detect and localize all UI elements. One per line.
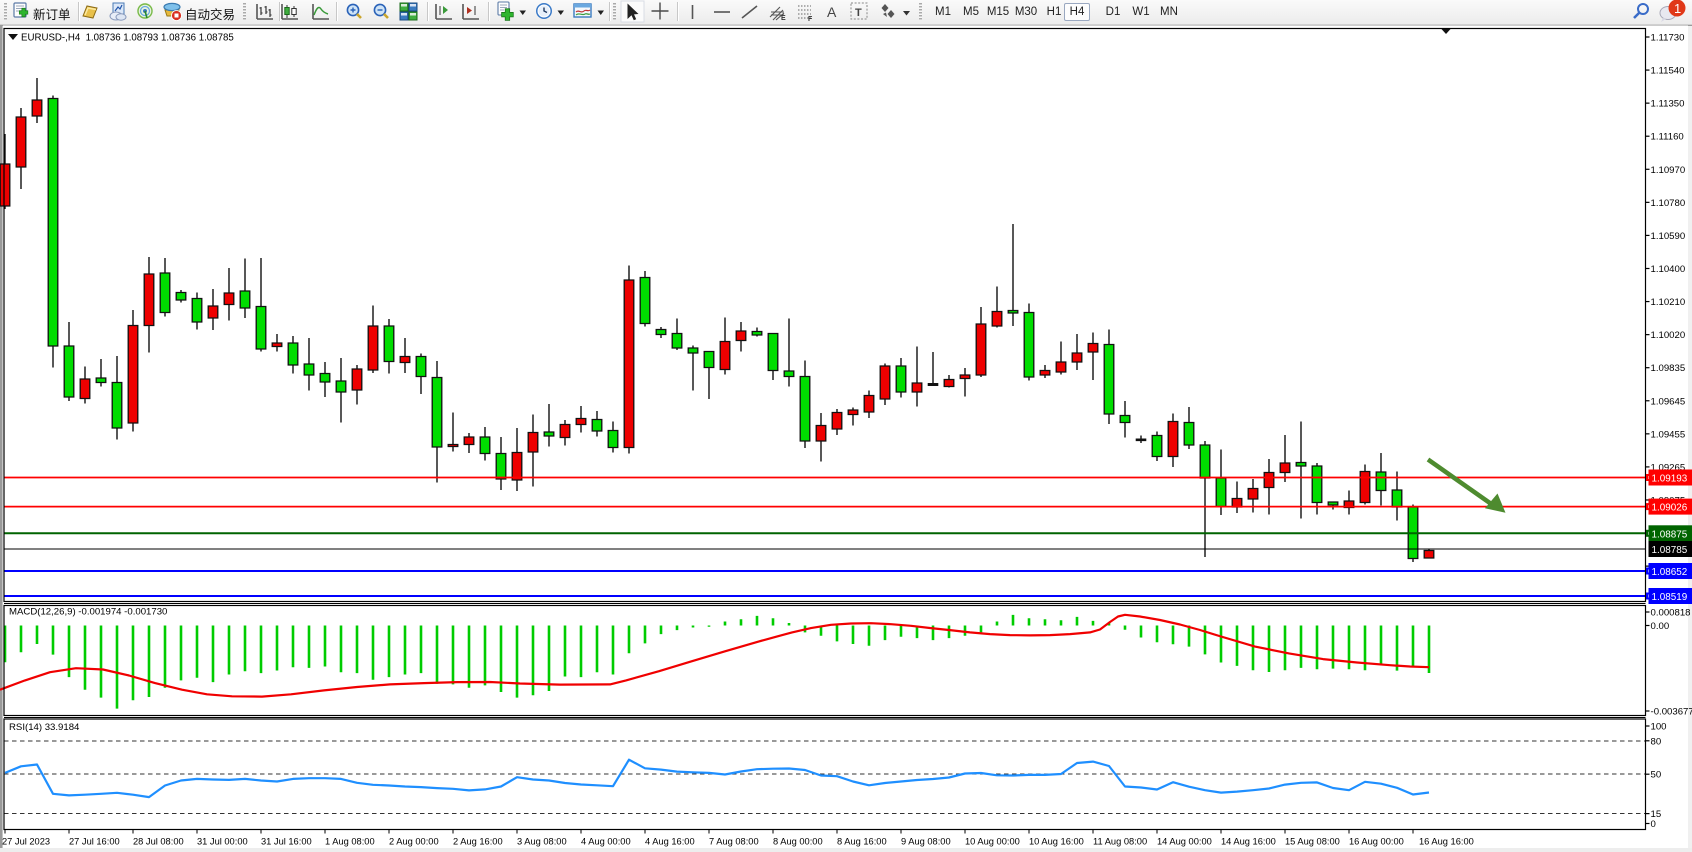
svg-text:-0.003677: -0.003677 bbox=[1651, 707, 1692, 718]
svg-text:27 Jul 2023: 27 Jul 2023 bbox=[2, 837, 50, 847]
svg-text:EURUSD-,H4 1.08736 1.08793 1.: EURUSD-,H4 1.08736 1.08793 1.08736 1.087… bbox=[21, 33, 234, 44]
svg-text:1.10210: 1.10210 bbox=[1651, 297, 1686, 308]
svg-text:16 Aug 00:00: 16 Aug 00:00 bbox=[1349, 837, 1404, 847]
svg-text:1.09835: 1.09835 bbox=[1651, 363, 1686, 374]
svg-text:MACD(12,26,9) -0.001974 -0.001: MACD(12,26,9) -0.001974 -0.001730 bbox=[9, 607, 167, 618]
svg-text:E: E bbox=[781, 15, 786, 22]
svg-text:28 Jul 08:00: 28 Jul 08:00 bbox=[133, 837, 184, 847]
svg-text:16 Aug 16:00: 16 Aug 16:00 bbox=[1419, 837, 1474, 847]
svg-text:1.08785: 1.08785 bbox=[1652, 545, 1688, 556]
svg-text:14 Aug 00:00: 14 Aug 00:00 bbox=[1157, 837, 1212, 847]
svg-text:0.000818: 0.000818 bbox=[1651, 608, 1691, 619]
svg-text:1.09265: 1.09265 bbox=[1651, 462, 1686, 473]
svg-text:11 Aug 08:00: 11 Aug 08:00 bbox=[1093, 837, 1147, 847]
svg-text:27 Jul 16:00: 27 Jul 16:00 bbox=[69, 837, 120, 847]
svg-text:1.09645: 1.09645 bbox=[1651, 396, 1686, 407]
svg-text:0: 0 bbox=[1651, 819, 1656, 830]
svg-text:4 Aug 00:00: 4 Aug 00:00 bbox=[581, 837, 631, 847]
svg-text:A: A bbox=[827, 4, 837, 20]
svg-text:1.11350: 1.11350 bbox=[1651, 99, 1685, 110]
svg-text:1.11730: 1.11730 bbox=[1651, 33, 1685, 44]
svg-text:1.09455: 1.09455 bbox=[1651, 429, 1686, 440]
svg-text:1.10020: 1.10020 bbox=[1651, 330, 1686, 341]
svg-text:F: F bbox=[808, 16, 813, 23]
svg-text:1.08875: 1.08875 bbox=[1652, 529, 1688, 540]
svg-text:RSI(14) 33.9184: RSI(14) 33.9184 bbox=[9, 722, 80, 733]
svg-text:9 Aug 08:00: 9 Aug 08:00 bbox=[901, 837, 951, 847]
svg-text:100: 100 bbox=[1651, 722, 1667, 733]
svg-text:1 Aug 08:00: 1 Aug 08:00 bbox=[325, 837, 375, 847]
svg-text:15: 15 bbox=[1651, 809, 1662, 820]
svg-text:1.11160: 1.11160 bbox=[1651, 132, 1684, 143]
svg-text:31 Jul 00:00: 31 Jul 00:00 bbox=[197, 837, 248, 847]
svg-text:1.10590: 1.10590 bbox=[1651, 231, 1686, 242]
svg-text:4 Aug 16:00: 4 Aug 16:00 bbox=[645, 837, 695, 847]
svg-text:31 Jul 16:00: 31 Jul 16:00 bbox=[261, 837, 312, 847]
svg-text:1.11540: 1.11540 bbox=[1651, 66, 1685, 77]
svg-text:1.10970: 1.10970 bbox=[1651, 165, 1686, 176]
svg-text:80: 80 bbox=[1651, 736, 1662, 747]
svg-text:0.00: 0.00 bbox=[1651, 621, 1670, 632]
svg-text:8 Aug 16:00: 8 Aug 16:00 bbox=[837, 837, 887, 847]
svg-text:15 Aug 08:00: 15 Aug 08:00 bbox=[1285, 837, 1340, 847]
svg-text:1.08519: 1.08519 bbox=[1652, 592, 1688, 603]
svg-text:1.09193: 1.09193 bbox=[1652, 474, 1688, 485]
svg-text:14 Aug 16:00: 14 Aug 16:00 bbox=[1221, 837, 1276, 847]
svg-text:50: 50 bbox=[1651, 770, 1662, 781]
svg-text:1.08652: 1.08652 bbox=[1652, 567, 1688, 578]
svg-text:2 Aug 16:00: 2 Aug 16:00 bbox=[453, 837, 503, 847]
svg-text:8 Aug 00:00: 8 Aug 00:00 bbox=[773, 837, 823, 847]
svg-text:3 Aug 08:00: 3 Aug 08:00 bbox=[517, 837, 567, 847]
svg-text:7 Aug 08:00: 7 Aug 08:00 bbox=[709, 837, 759, 847]
svg-text:1.10780: 1.10780 bbox=[1651, 198, 1686, 209]
svg-text:T: T bbox=[855, 7, 862, 19]
svg-text:1: 1 bbox=[1674, 1, 1681, 16]
svg-text:10 Aug 16:00: 10 Aug 16:00 bbox=[1029, 837, 1084, 847]
svg-text:1.09026: 1.09026 bbox=[1652, 503, 1688, 514]
svg-text:2 Aug 00:00: 2 Aug 00:00 bbox=[389, 837, 439, 847]
svg-text:1.10400: 1.10400 bbox=[1651, 264, 1686, 275]
svg-text:10 Aug 00:00: 10 Aug 00:00 bbox=[965, 837, 1020, 847]
